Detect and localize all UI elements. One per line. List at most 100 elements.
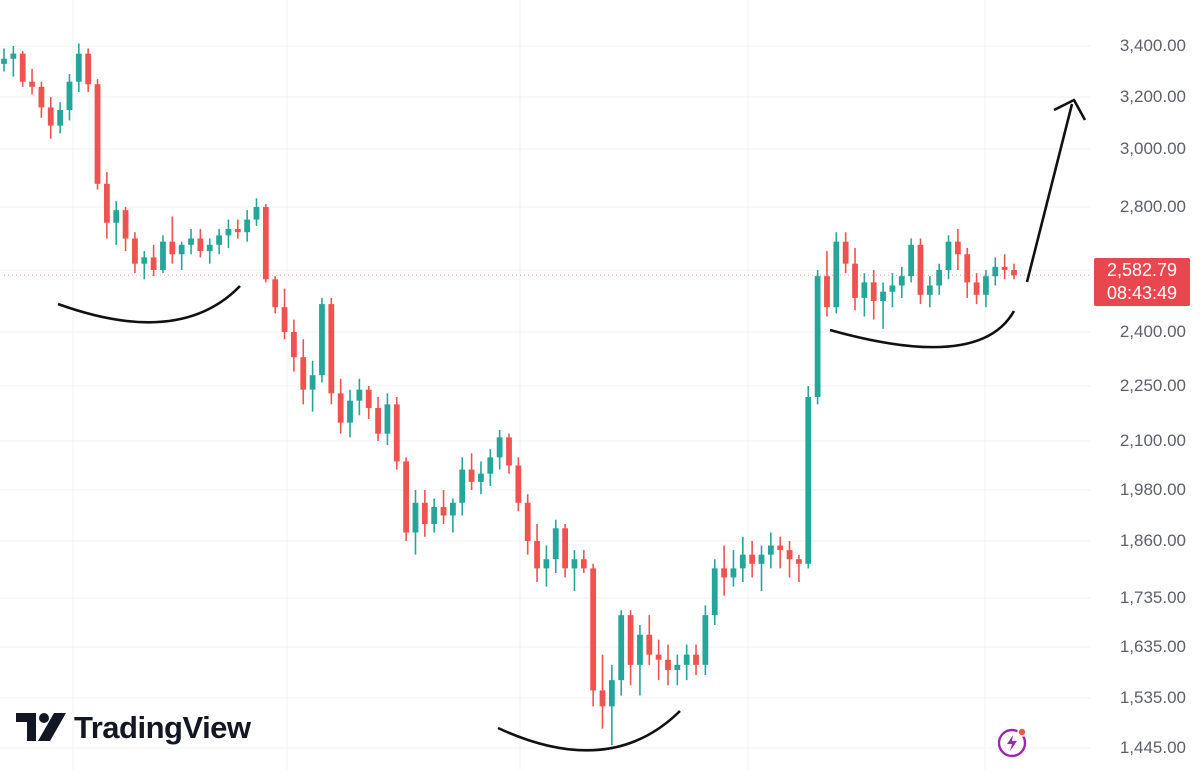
candle	[103, 172, 110, 239]
candle-body	[1, 58, 7, 64]
candle	[889, 273, 896, 308]
candle-body	[281, 307, 288, 332]
candle	[618, 610, 625, 696]
candle	[796, 554, 802, 583]
candle-body	[216, 235, 222, 245]
candle	[337, 378, 344, 434]
candle	[403, 457, 410, 541]
candle	[870, 270, 877, 320]
candle	[113, 201, 120, 245]
candle-body	[608, 680, 615, 707]
candle	[85, 48, 92, 92]
candle-body	[57, 110, 64, 126]
cup-curve-right[interactable]	[829, 310, 1016, 349]
candle-body	[739, 554, 746, 569]
up-arrow[interactable]	[1025, 103, 1074, 283]
candle	[917, 238, 924, 305]
candle-body	[954, 241, 961, 255]
candle-body	[169, 241, 176, 255]
candle-body	[824, 276, 830, 308]
candle	[936, 263, 943, 295]
candle	[599, 654, 606, 729]
candle-body	[197, 238, 204, 252]
candle-body	[524, 502, 531, 541]
candle	[534, 524, 540, 583]
candle-body	[29, 81, 35, 87]
candle-body	[141, 257, 148, 264]
candle	[543, 545, 550, 587]
price-axis-tick: 2,800.00	[1119, 197, 1186, 216]
candle	[178, 241, 185, 270]
candle	[627, 610, 634, 686]
candle-body	[889, 285, 896, 292]
candle-body	[590, 568, 597, 691]
cup-curve-left[interactable]	[57, 285, 241, 324]
candle	[234, 219, 241, 239]
up-arrow-head	[1053, 98, 1087, 121]
candle-body	[711, 568, 718, 616]
candle	[38, 81, 45, 118]
candle-body	[842, 241, 849, 264]
candle	[721, 545, 727, 596]
candle-body	[646, 634, 653, 655]
price-axis-tick: 2,400.00	[1119, 322, 1186, 341]
candle	[515, 457, 522, 512]
candle	[291, 319, 297, 372]
candle-body	[75, 53, 82, 82]
candle-body	[300, 357, 307, 390]
candle	[459, 457, 466, 516]
candle	[421, 490, 428, 537]
candle-body	[852, 263, 858, 298]
candle	[449, 498, 456, 533]
candle	[749, 541, 756, 578]
candle-body	[552, 528, 559, 560]
candle-body	[234, 229, 241, 233]
candle-body	[206, 244, 213, 252]
price-axis-tick: 2,100.00	[1119, 431, 1186, 450]
candle-body	[992, 266, 999, 277]
candle	[319, 297, 325, 383]
candle	[75, 43, 82, 92]
last-price-badge: 2,582.79 08:43:49	[1094, 258, 1190, 306]
candle	[711, 559, 718, 625]
price-axis-tick: 1,980.00	[1119, 480, 1186, 499]
candle-body	[178, 244, 185, 255]
candle-body	[599, 690, 606, 707]
candle-body	[861, 282, 868, 298]
candle-body	[272, 279, 279, 308]
candle	[814, 270, 821, 405]
candle-body	[225, 229, 232, 236]
candle	[767, 532, 774, 569]
candle	[674, 654, 681, 686]
candle-body	[964, 254, 971, 283]
candle	[608, 664, 615, 746]
lightning-icon[interactable]	[996, 726, 1028, 758]
candle	[973, 273, 980, 305]
candle-body	[309, 375, 316, 390]
price-axis-tick: 1,535.00	[1119, 688, 1186, 707]
candle	[964, 247, 971, 298]
candle-body	[786, 550, 793, 560]
price-axis-tick: 3,200.00	[1119, 87, 1186, 106]
candle-body	[393, 404, 400, 462]
price-axis-tick: 1,445.00	[1119, 738, 1186, 757]
candle-body	[365, 389, 372, 408]
price-axis-tick: 1,635.00	[1119, 637, 1186, 656]
candle-body	[1001, 266, 1008, 270]
candle	[384, 393, 391, 446]
candle	[440, 490, 447, 524]
candle-body	[767, 545, 774, 555]
candle-body	[403, 461, 410, 533]
candle-body	[506, 437, 512, 466]
candle-body	[973, 282, 980, 295]
candle	[562, 524, 569, 578]
tradingview-logo[interactable]: TradingView	[16, 710, 251, 746]
candle	[786, 541, 793, 578]
candle-body	[10, 53, 17, 59]
candle-body	[188, 238, 194, 245]
cup-curve-bottom[interactable]	[497, 710, 681, 752]
candle-body	[449, 502, 456, 516]
candle	[365, 386, 372, 419]
candle-body	[543, 559, 550, 569]
